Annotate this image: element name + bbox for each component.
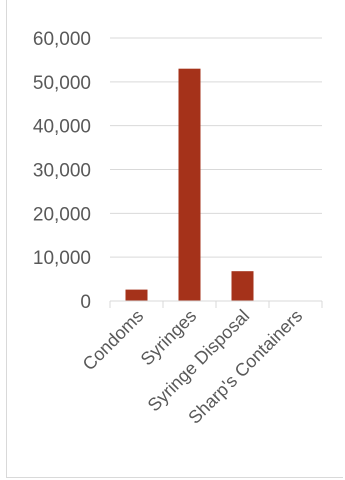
y-tick-label: 20,000: [33, 204, 91, 225]
y-tick-label: 50,000: [33, 73, 91, 94]
y-tick-label: 30,000: [33, 161, 91, 182]
bar: [125, 289, 148, 301]
y-tick-label: 40,000: [33, 117, 91, 138]
x-axis: [109, 300, 323, 308]
category-label: Condoms: [79, 306, 148, 375]
y-axis-tick-labels: 0 10,000 20,000 30,000 40,000 50,000 60,000: [33, 29, 91, 313]
bars: [125, 68, 254, 301]
y-tick-label: 0: [80, 292, 91, 313]
chart-frame: [6, 0, 343, 478]
bar: [178, 68, 201, 301]
y-tick-label: 10,000: [33, 248, 91, 269]
y-tick-label: 60,000: [33, 29, 91, 50]
gridlines: [110, 37, 322, 258]
bar: [231, 271, 254, 301]
